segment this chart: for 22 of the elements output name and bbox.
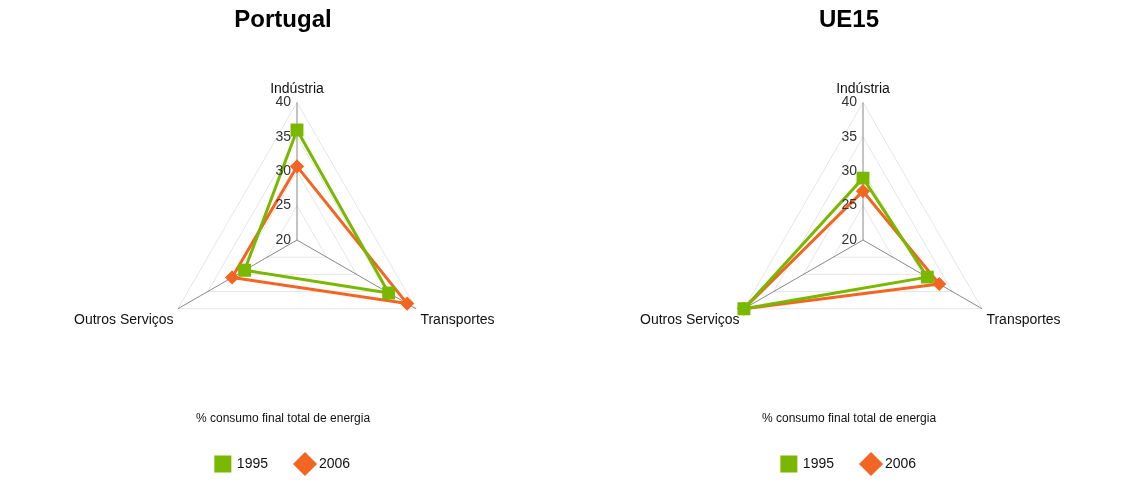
legend-label: 2006 [885,454,917,471]
y-tick-label: 40 [841,93,858,110]
legend-label: 1995 [802,454,835,471]
legend-title: % consumo final total de energia [195,410,371,425]
y-tick-label: 35 [275,127,292,144]
legend-label: 2006 [319,454,351,471]
spoke-label: Transportes [986,310,1061,327]
legend-title: % consumo final total de energia [761,410,937,425]
spoke-label: Indústria [836,79,891,96]
y-tick-label: 30 [841,162,858,179]
spoke-label: Outros Serviços [73,310,174,327]
y-tick-label: 40 [275,93,292,110]
y-tick-label: 20 [841,230,858,247]
spoke-label: Outros Serviços [639,310,740,327]
y-tick-label: 20 [275,230,292,247]
chart-title: UE15 [818,5,880,33]
legend-label: 1995 [236,454,269,471]
chart-title: Portugal [234,5,332,33]
spoke-label: Indústria [270,79,325,96]
spoke-label: Transportes [420,310,495,327]
y-tick-label: 35 [841,127,858,144]
y-tick-label: 25 [275,196,292,213]
